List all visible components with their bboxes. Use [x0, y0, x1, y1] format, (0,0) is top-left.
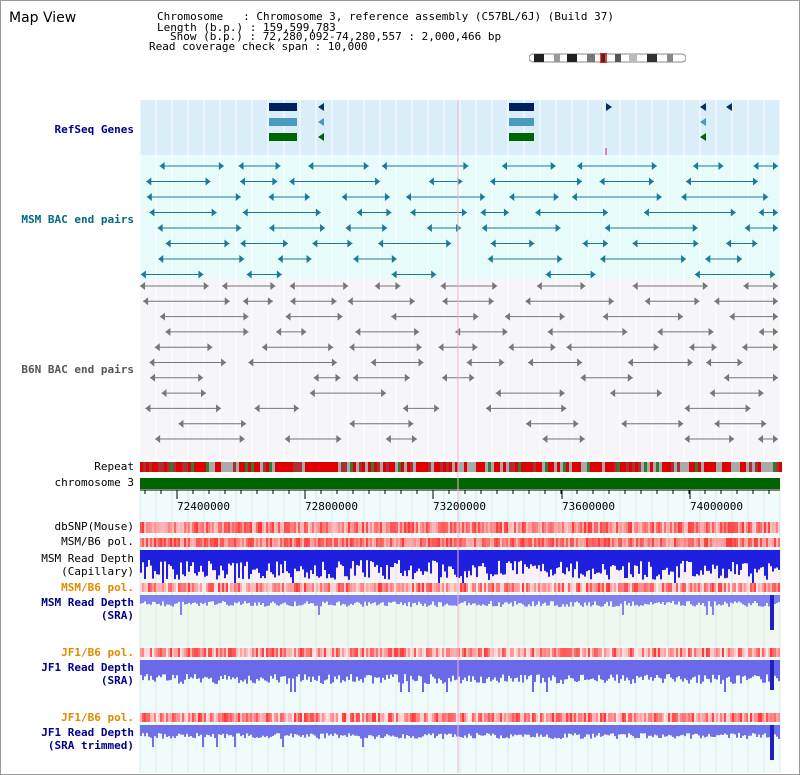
- track-label-msm-sra-1: MSM Read Depth: [41, 596, 134, 609]
- dbsnp-track: [140, 522, 780, 533]
- track-label-msm-b6-pol: MSM/B6 pol.: [61, 535, 134, 548]
- jf1-sra-depth-track: [140, 660, 780, 692]
- page-title: Map View: [9, 10, 77, 26]
- jf1-b6-pol-track-2: [140, 713, 780, 722]
- refseq-genes: [269, 103, 732, 155]
- track-label-chromosome: chromosome 3: [54, 476, 134, 489]
- jf1-b6-pol-track: [140, 648, 780, 657]
- coverage-span-info: Read coverage check span : 10,000: [149, 40, 368, 53]
- track-label-jf1-sra-2: (SRA): [100, 674, 134, 687]
- track-label-b6n-bac[interactable]: B6N BAC end pairs: [21, 363, 134, 376]
- show-range-info: Show (b.p.) : 72,280,092-74,280,557 : 2,…: [170, 30, 502, 43]
- track-label-jf1-trimmed-2: (SRA trimmed): [47, 739, 134, 752]
- track-label-jf1-b6-pol: JF1/B6 pol.: [61, 646, 134, 659]
- track-label-msm-b6-pol-2: MSM/B6 pol.: [61, 581, 134, 594]
- position-axis: [140, 489, 780, 499]
- axis-tick-label: 72400000: [177, 500, 230, 513]
- track-label-msm-capillary-2: (Capillary): [61, 565, 134, 578]
- track-label-jf1-trimmed-1: JF1 Read Depth: [41, 726, 134, 739]
- track-label-msm-sra-2: (SRA): [100, 609, 134, 622]
- jf1-trimmed-depth-track: [140, 725, 780, 760]
- track-label-jf1-b6-pol-2: JF1/B6 pol.: [61, 711, 134, 724]
- msm-bac-pairs: [140, 162, 778, 279]
- track-label-msm-bac[interactable]: MSM BAC end pairs: [21, 213, 134, 226]
- axis-tick-label: 72800000: [305, 500, 358, 513]
- track-label-jf1-sra-1: JF1 Read Depth: [41, 661, 134, 674]
- repeat-track: [140, 462, 782, 472]
- track-label-repeat: Repeat: [94, 460, 134, 473]
- axis-tick-label: 73200000: [433, 500, 486, 513]
- track-label-dbsnp: dbSNP(Mouse): [54, 520, 134, 533]
- track-label-msm-capillary-1: MSM Read Depth: [41, 552, 134, 565]
- chromosome-bar: [140, 478, 780, 489]
- track-label-refseq[interactable]: RefSeq Genes: [54, 123, 134, 136]
- length-info: Length (b.p.) : 159,599,783: [157, 21, 336, 34]
- axis-tick-label: 73600000: [562, 500, 615, 513]
- b6n-bac-pairs: [140, 282, 778, 443]
- msm-capillary-depth-track: [140, 550, 780, 588]
- msm-b6-pol-track-2: [140, 583, 780, 592]
- chromosome-info: Chromosome : Chromosome 3, reference ass…: [157, 10, 614, 23]
- msm-sra-depth-track: [140, 595, 780, 630]
- axis-tick-label: 74000000: [690, 500, 743, 513]
- msm-b6-pol-track: [140, 538, 780, 547]
- chromosome-ideogram[interactable]: [529, 53, 686, 63]
